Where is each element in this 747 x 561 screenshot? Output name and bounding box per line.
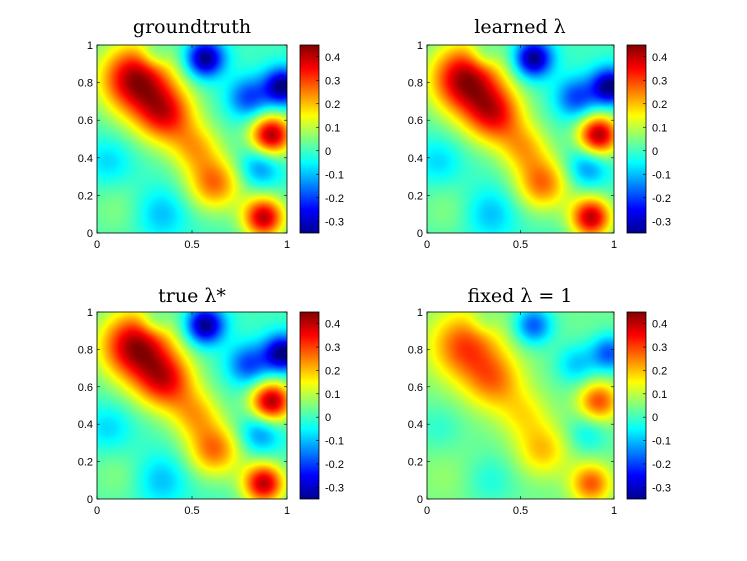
panel-title: fixed λ = 1 <box>468 285 573 307</box>
colorbar-tick-label: -0.2 <box>652 459 671 471</box>
x-tick-label: 0 <box>424 239 430 251</box>
colorbar <box>299 44 320 234</box>
colorbar-tick-label: -0.3 <box>652 216 671 228</box>
heatmap-canvas <box>427 312 614 499</box>
x-tick-label: 1 <box>611 239 617 251</box>
colorbar-tick-label: 0 <box>652 412 658 424</box>
y-tick-label: 0.6 <box>78 382 93 394</box>
x-tick-label: 0.5 <box>184 239 199 251</box>
colorbar-tick-label: 0 <box>325 412 331 424</box>
x-tick-label: 0.5 <box>513 505 528 517</box>
y-tick-label: 0 <box>417 494 423 506</box>
heatmap-area <box>427 45 614 233</box>
colorbar-tick-label: -0.1 <box>652 436 671 448</box>
heatmap-area <box>97 45 287 233</box>
y-tick-label: 1 <box>87 307 93 319</box>
y-tick-label: 0.4 <box>78 153 93 165</box>
colorbar-tick-label: -0.2 <box>325 459 344 471</box>
x-tick-label: 0.5 <box>513 239 528 251</box>
panel-true: true λ* 0 0.5 1 0 0.2 0.4 0.6 0.8 1 -0.3 -0.2 -0.1… <box>78 285 344 517</box>
heatmap-canvas <box>97 45 287 233</box>
y-tick-label: 0.6 <box>78 115 93 127</box>
colorbar-tick-label: 0.2 <box>325 365 340 377</box>
panel-title: learned λ <box>474 16 565 38</box>
colorbar <box>626 311 647 500</box>
y-tick-label: 0 <box>87 494 93 506</box>
colorbar-tick-label: 0.2 <box>652 365 667 377</box>
colorbar-tick-label: -0.2 <box>652 193 671 205</box>
y-tick-label: 0.2 <box>78 190 93 202</box>
y-tick-label: 0.8 <box>408 78 423 90</box>
heatmap-area <box>427 312 614 499</box>
y-tick-label: 0.8 <box>408 344 423 356</box>
y-tick-label: 0.4 <box>408 419 423 431</box>
colorbar-tick-label: -0.1 <box>325 169 344 181</box>
x-tick-label: 1 <box>284 505 290 517</box>
colorbar-tick-label: 0.1 <box>652 122 667 134</box>
colorbar-tick-label: -0.1 <box>325 436 344 448</box>
colorbar-tick-label: 0.1 <box>652 389 667 401</box>
colorbar-tick-label: 0.3 <box>652 342 667 354</box>
panel-title: true λ* <box>158 285 226 307</box>
y-tick-label: 1 <box>87 40 93 52</box>
y-tick-label: 1 <box>417 40 423 52</box>
y-tick-label: 0.2 <box>408 457 423 469</box>
colorbar-tick-label: 0.2 <box>652 99 667 111</box>
panel-groundtruth: groundtruth 0 0.5 1 0 0.2 0.4 0.6 0.8 1 -0.3 -0.2… <box>78 16 344 251</box>
colorbar-tick-label: 0.1 <box>325 122 340 134</box>
y-tick-label: 0.6 <box>408 115 423 127</box>
heatmap-canvas <box>427 45 614 233</box>
y-tick-label: 0.4 <box>78 419 93 431</box>
x-tick-label: 0.5 <box>184 505 199 517</box>
y-tick-label: 1 <box>417 307 423 319</box>
x-tick-label: 1 <box>284 239 290 251</box>
heatmap-canvas <box>97 312 287 499</box>
colorbar-tick-label: -0.3 <box>325 216 344 228</box>
colorbar-tick-label: 0.4 <box>325 319 340 331</box>
colorbar-tick-label: -0.1 <box>652 169 671 181</box>
panel-title: groundtruth <box>133 16 251 38</box>
colorbar-tick-label: 0.1 <box>325 389 340 401</box>
colorbar-tick-label: -0.3 <box>325 482 344 494</box>
y-tick-label: 0.8 <box>78 78 93 90</box>
y-tick-label: 0.2 <box>408 190 423 202</box>
y-tick-label: 0.2 <box>78 457 93 469</box>
colorbar-tick-label: 0.4 <box>652 52 667 64</box>
y-tick-label: 0 <box>417 228 423 240</box>
x-tick-label: 0 <box>94 239 100 251</box>
colorbar-tick-label: 0.2 <box>325 99 340 111</box>
colorbar-tick-label: 0.4 <box>652 319 667 331</box>
colorbar <box>626 44 647 234</box>
colorbar-tick-label: 0.3 <box>325 342 340 354</box>
x-tick-label: 0 <box>94 505 100 517</box>
y-tick-label: 0 <box>87 228 93 240</box>
colorbar-tick-label: 0.3 <box>325 75 340 87</box>
colorbar-tick-label: 0 <box>652 146 658 158</box>
y-tick-label: 0.4 <box>408 153 423 165</box>
colorbar-tick-label: -0.2 <box>325 193 344 205</box>
colorbar-tick-label: -0.3 <box>652 482 671 494</box>
y-tick-label: 0.6 <box>408 382 423 394</box>
y-tick-label: 0.8 <box>78 344 93 356</box>
panel-learned: learned λ 0 0.5 1 0 0.2 0.4 0.6 0.8 1 -0.3 -0.2 -0… <box>408 16 671 251</box>
x-tick-label: 1 <box>611 505 617 517</box>
colorbar-tick-label: 0.3 <box>652 75 667 87</box>
panel-fixed: fixed λ = 1 0 0.5 1 0 0.2 0.4 0.6 0.8 1 -0.3 -0.2… <box>408 285 671 517</box>
heatmap-area <box>97 312 287 499</box>
x-tick-label: 0 <box>424 505 430 517</box>
colorbar-tick-label: 0 <box>325 146 331 158</box>
colorbar <box>299 311 320 500</box>
colorbar-tick-label: 0.4 <box>325 52 340 64</box>
